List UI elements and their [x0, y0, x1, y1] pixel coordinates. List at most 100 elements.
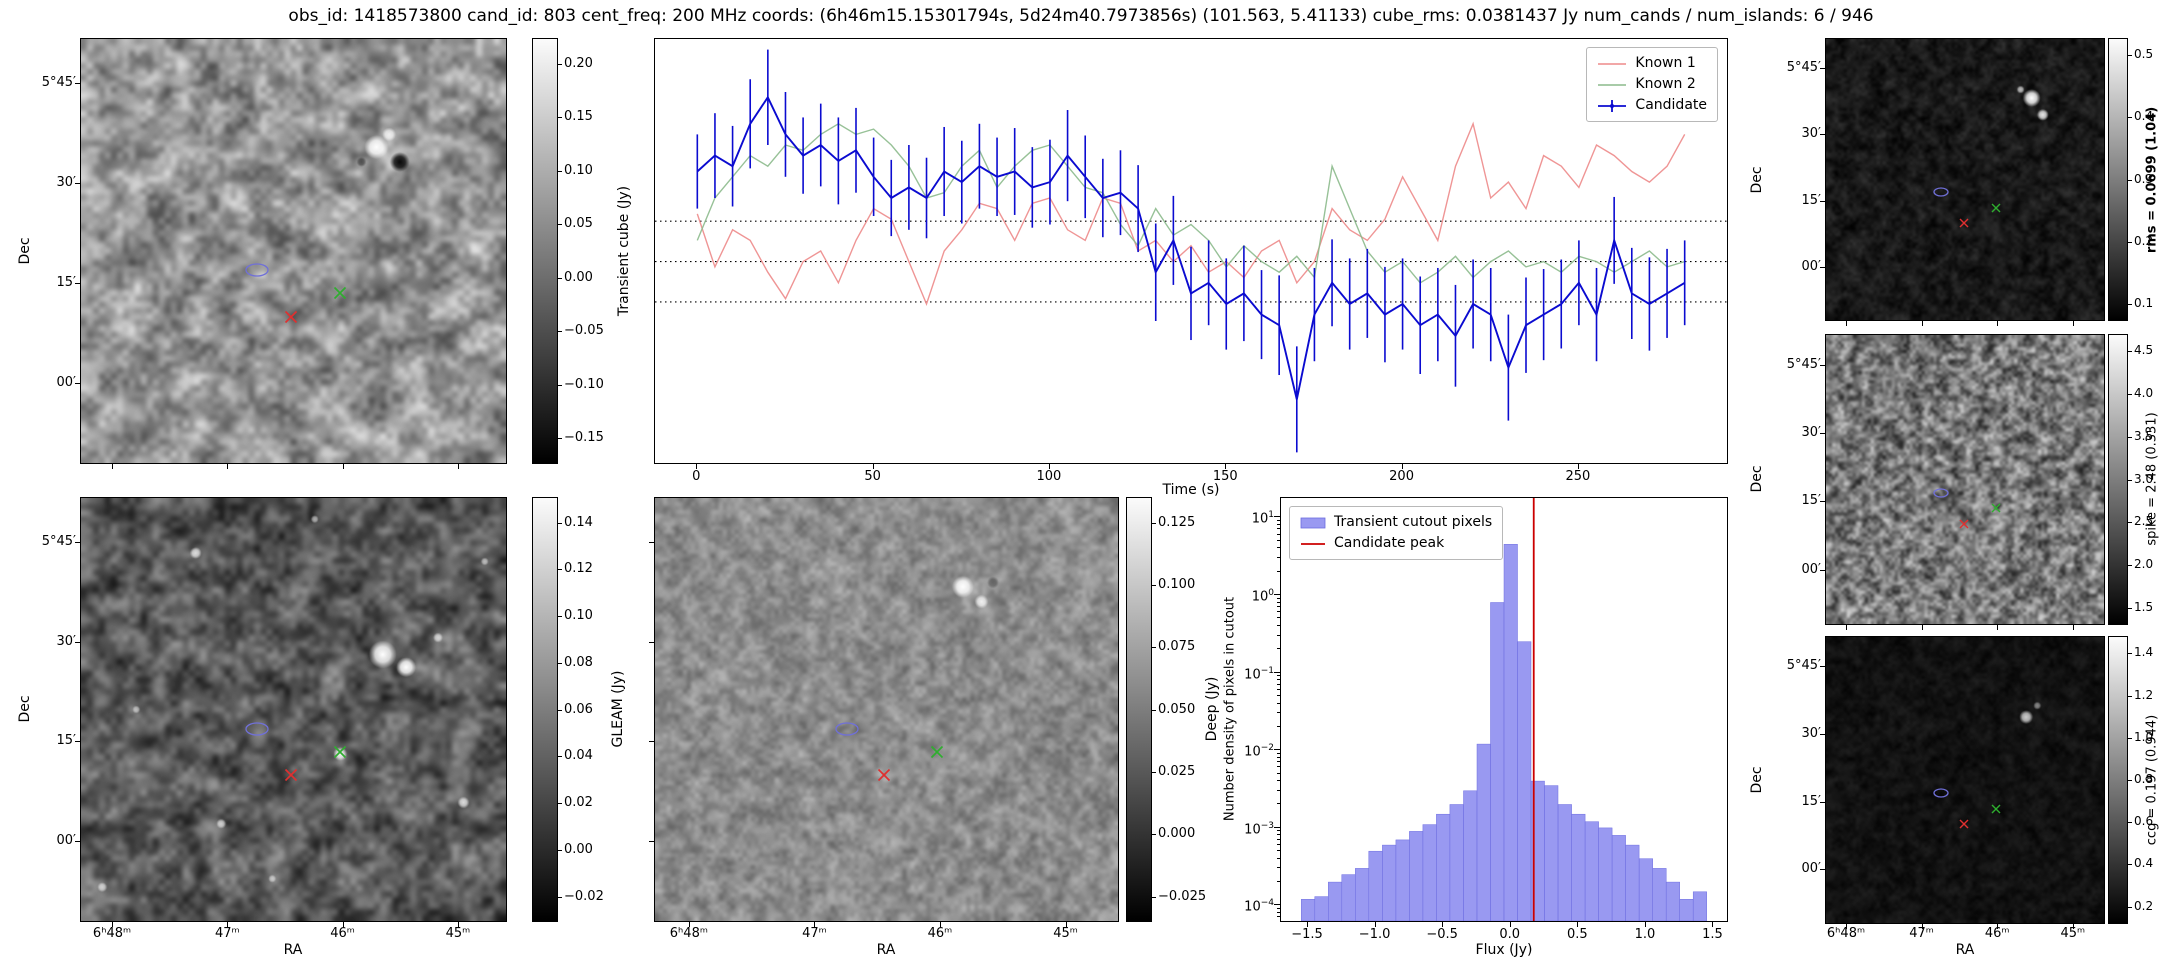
histogram-bar [1422, 824, 1437, 922]
spike-colorbar [2108, 334, 2128, 625]
tick-mark [1277, 556, 1280, 558]
colorbar-tick-label: 0.5 [2134, 46, 2154, 61]
tick-mark [1277, 766, 1280, 768]
series-known-2 [696, 122, 1685, 284]
histogram-bar [1611, 835, 1626, 922]
histogram-xlabel: Flux (Jy) [1475, 942, 1533, 958]
colorbar-tick-label: 1.0 [2134, 729, 2154, 744]
tick-mark [1277, 570, 1280, 572]
tick-mark [2128, 906, 2132, 908]
hist-x-tick-label: 1.5 [1702, 927, 1723, 942]
tick-mark [1820, 869, 1825, 871]
tick-mark [1820, 501, 1825, 503]
tick-mark [1274, 904, 1280, 906]
series-known-1 [696, 121, 1686, 306]
legend-item-known-1: Known 1 [1597, 53, 1707, 74]
colorbar-tick-label: −0.15 [564, 430, 604, 446]
dec-tick-label: 00′ [1801, 259, 1822, 275]
lightcurve-legend: Known 1 Known 2 Candidate [1586, 47, 1718, 122]
dec-tick-label: 15′ [1801, 493, 1822, 509]
candidate-contour-marker [834, 721, 860, 737]
tick-mark [2128, 695, 2132, 697]
tick-mark [1152, 584, 1156, 586]
colorbar-tick-label: 0.050 [1158, 701, 1196, 717]
colorbar-tick-label: 0.08 [564, 654, 593, 670]
tick-mark [1048, 464, 1050, 469]
hist-x-tick-label: 0.5 [1566, 927, 1588, 942]
colorbar-tick-label: 0.4 [2134, 856, 2154, 871]
tick-mark [1277, 634, 1280, 636]
tick-mark [1820, 666, 1825, 668]
colorbar-tick-label: 0.20 [564, 55, 593, 71]
candidate-contour-marker [244, 262, 270, 278]
tick-mark [112, 464, 114, 469]
tick-mark [1277, 725, 1280, 727]
gleam-cutout-panel [80, 497, 507, 922]
colorbar-tick-label: 0.4 [2134, 109, 2154, 124]
legend-label: Transient cutout pixels [1334, 514, 1493, 530]
colorbar-tick-label: 0.000 [1158, 826, 1196, 842]
colorbar-tick-label: 0.100 [1158, 576, 1196, 592]
tick-mark [558, 277, 562, 279]
tick-mark [649, 741, 654, 743]
tick-mark [1277, 528, 1280, 530]
lightcurve-plot [655, 49, 1727, 453]
tick-mark [75, 182, 80, 184]
tick-mark [558, 522, 562, 524]
histogram-bar [1341, 874, 1356, 922]
tick-mark [2072, 321, 2074, 326]
tick-mark [1997, 321, 1999, 326]
histogram-legend: Transient cutout pixels Candidate peak [1289, 506, 1504, 560]
colorbar-tick-label: −0.02 [564, 888, 604, 904]
tick-mark [1152, 896, 1156, 898]
ra-axis-label-right: RA [1955, 942, 1975, 958]
red-x-marker [1959, 819, 1969, 829]
tick-mark [1277, 756, 1280, 758]
tick-mark [2128, 564, 2132, 566]
dec-axis-label-spike: Dec [1749, 465, 1765, 493]
hist-y-tick-label: 101 [1251, 510, 1274, 527]
tick-mark [2128, 653, 2132, 655]
tick-mark [1277, 601, 1280, 603]
colorbar-tick-label: 0.6 [2134, 814, 2154, 829]
tick-mark [75, 741, 80, 743]
tick-mark [558, 569, 562, 571]
histogram-bar [1368, 850, 1383, 922]
histogram-bar [1557, 804, 1572, 922]
tick-mark [2072, 625, 2074, 630]
tick-mark [1820, 801, 1825, 803]
gleam-colorbar-label: GLEAM (Jy) [610, 670, 626, 748]
spike-image-canvas [1826, 335, 2104, 624]
ra-tick-label: 47ᵐ [1909, 926, 1934, 941]
colorbar-tick-label: 4.5 [2134, 343, 2154, 358]
colorbar-tick-label: 0.00 [564, 841, 593, 857]
histogram-bar [1544, 785, 1559, 922]
dec-tick-label: 30′ [56, 633, 77, 649]
tick-mark [558, 438, 562, 440]
tick-mark [2128, 822, 2132, 824]
tick-mark [457, 922, 459, 927]
colorbar-tick-label: 0.12 [564, 561, 593, 577]
tick-mark [1374, 922, 1376, 927]
tick-mark [2128, 304, 2132, 306]
transient-image-canvas [81, 39, 506, 463]
tick-mark [2128, 864, 2132, 866]
tick-mark [558, 662, 562, 664]
histogram-bar [1355, 868, 1370, 922]
tick-mark [2128, 351, 2132, 353]
tick-mark [1277, 679, 1280, 681]
histogram-bar [1598, 827, 1613, 922]
colorbar-tick-label: 0.14 [564, 514, 593, 530]
legend-item-candidate: Candidate [1597, 95, 1707, 116]
tick-mark [1277, 533, 1280, 535]
tick-mark [75, 841, 80, 843]
tick-mark [2128, 117, 2132, 119]
series-candidate [696, 95, 1686, 400]
tick-mark [558, 117, 562, 119]
tick-mark [75, 383, 80, 385]
tick-mark [1577, 464, 1579, 469]
tick-mark [1152, 647, 1156, 649]
gleam-colorbar [532, 497, 558, 922]
colorbar-tick-label: 3.5 [2134, 428, 2154, 443]
legend-item-known-2: Known 2 [1597, 74, 1707, 95]
